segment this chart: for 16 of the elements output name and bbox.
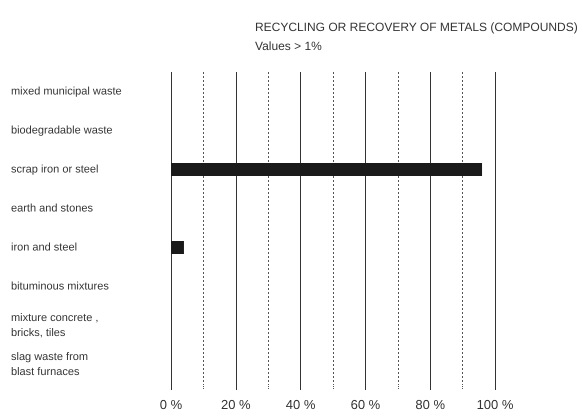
y-tick-label: slag waste from blast furnaces: [11, 351, 88, 378]
y-tick-label: iron and steel: [11, 242, 78, 254]
y-tick-label: bituminous mixtures: [11, 280, 110, 292]
x-tick-label: 40 %: [286, 397, 316, 412]
y-tick-label: mixture concrete , bricks, tiles: [11, 312, 98, 339]
y-tick-label: scrap iron or steel: [11, 164, 98, 176]
chart-subtitle: Values > 1%: [255, 39, 322, 53]
x-tick-label: 60 %: [350, 397, 381, 412]
x-tick-label: 0 %: [160, 397, 183, 412]
y-tick-label: biodegradable waste: [11, 124, 113, 136]
x-tick-label: 100 %: [476, 397, 514, 412]
x-tick-label: 20 %: [220, 397, 252, 412]
x-tick-label: 80 %: [415, 397, 446, 412]
chart-title: RECYCLING OR RECOVERY OF METALS (COMPOUNDS): [255, 20, 578, 34]
y-tick-label: mixed municipal waste: [11, 86, 122, 98]
y-tick-label: earth and stones: [11, 202, 94, 214]
